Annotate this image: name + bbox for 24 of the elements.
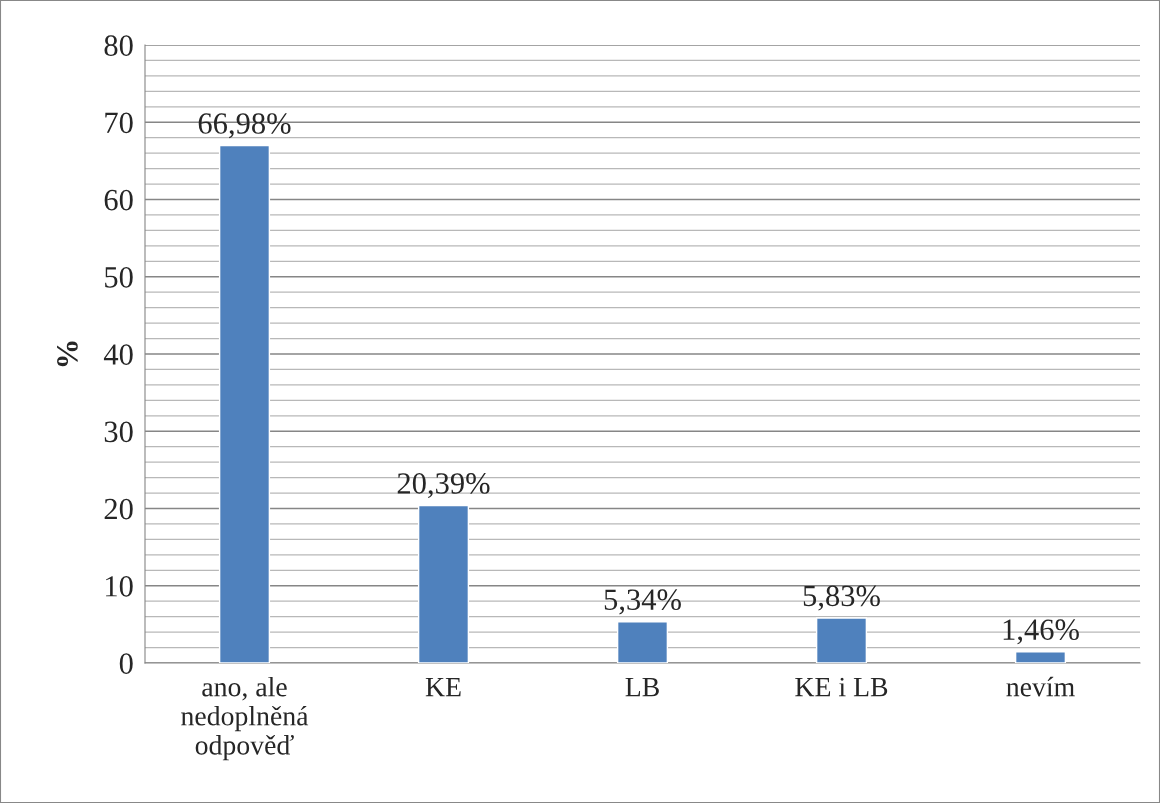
y-tick-label: 30 xyxy=(104,421,133,443)
data-label: 5,83% xyxy=(803,585,880,611)
x-tick-label: KE xyxy=(425,677,461,697)
y-tick-label: 50 xyxy=(105,267,133,288)
bar xyxy=(815,617,868,663)
bar xyxy=(218,144,271,663)
y-tick-label: 40 xyxy=(103,344,133,365)
y-tick-label: 80 xyxy=(104,35,133,56)
data-label: 20,39% xyxy=(397,473,490,499)
y-tick-label: 70 xyxy=(105,112,133,134)
x-tick-label: KE i LB xyxy=(795,677,888,697)
x-tick-label: ano, ale nedoplněná odpověď xyxy=(181,676,309,761)
y-tick-label: 60 xyxy=(104,189,133,211)
bar xyxy=(616,621,669,663)
x-tick-label: nevím xyxy=(1006,676,1075,697)
data-label: 5,34% xyxy=(604,589,681,615)
y-tick-label: 20 xyxy=(104,498,133,520)
x-tick-label: LB xyxy=(625,677,659,697)
y-tick-label: 10 xyxy=(106,576,133,597)
bar xyxy=(417,504,470,663)
data-label: 1,46% xyxy=(1003,619,1079,645)
y-tick-label: 0 xyxy=(119,653,133,674)
y-axis-title: % xyxy=(57,341,78,367)
bar xyxy=(1014,651,1067,663)
